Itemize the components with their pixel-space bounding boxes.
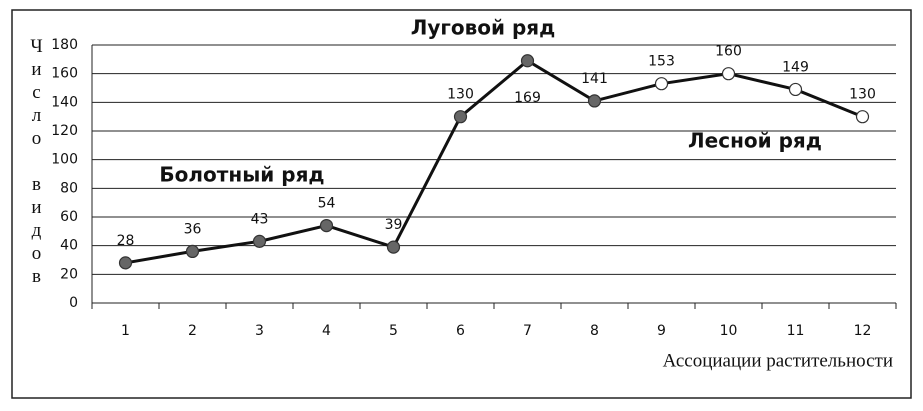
y-tick-label: 100: [51, 152, 78, 168]
value-label: 130: [849, 87, 876, 103]
y-tick-label: 20: [60, 266, 78, 282]
x-tick-label: 5: [389, 323, 398, 339]
value-label: 130: [447, 87, 474, 103]
line: [125, 58, 864, 265]
marker: [855, 110, 870, 124]
y-tick-label: 40: [60, 238, 78, 254]
annotation: Болотный ряд: [159, 163, 324, 187]
y-axis-label: Число видов: [26, 36, 47, 289]
value-label: 153: [648, 54, 675, 70]
y-tick-label: 140: [51, 94, 78, 110]
marker: [587, 94, 602, 108]
marker: [654, 77, 669, 91]
x-axis-label: Ассоциации растительности: [663, 350, 893, 371]
y-tick-label: 120: [51, 123, 78, 139]
x-tick-label: 9: [657, 323, 666, 339]
marker: [252, 234, 267, 248]
x-tick-label: 10: [720, 323, 738, 339]
y-tick-label: 0: [69, 295, 78, 311]
x-tick-label: 8: [590, 323, 599, 339]
y-tick-label: 180: [51, 37, 78, 53]
value-label: 36: [184, 221, 202, 237]
value-label: 149: [782, 59, 809, 75]
value-label: 28: [117, 233, 135, 249]
x-tick-label: 6: [456, 323, 465, 339]
frame: [11, 9, 912, 399]
marker: [118, 256, 133, 270]
x-tick-label: 7: [523, 323, 532, 339]
marker: [721, 67, 736, 81]
x-tick-label: 2: [188, 323, 197, 339]
x-tick-label: 12: [854, 323, 872, 339]
marker: [319, 219, 334, 233]
annotation: Луговой ряд: [411, 16, 556, 40]
y-tick-label: 80: [60, 180, 78, 196]
x-tick-label: 11: [787, 323, 805, 339]
annotation: Лесной ряд: [688, 129, 822, 153]
value-label: 141: [581, 71, 608, 87]
value-label: 169: [514, 90, 541, 106]
marker: [520, 54, 535, 68]
marker: [386, 240, 401, 254]
x-tick-label: 3: [255, 323, 264, 339]
marker: [788, 82, 803, 97]
value-label: 160: [715, 44, 742, 60]
y-tick-label: 160: [51, 66, 78, 82]
x-tick-label: 1: [121, 323, 130, 339]
value-label: 43: [251, 211, 269, 227]
marker: [185, 244, 200, 258]
value-label: 54: [318, 196, 336, 212]
x-tick-label: 4: [322, 323, 331, 339]
y-tick-label: 60: [60, 209, 78, 225]
marker: [453, 110, 468, 124]
value-label: 39: [385, 217, 403, 233]
